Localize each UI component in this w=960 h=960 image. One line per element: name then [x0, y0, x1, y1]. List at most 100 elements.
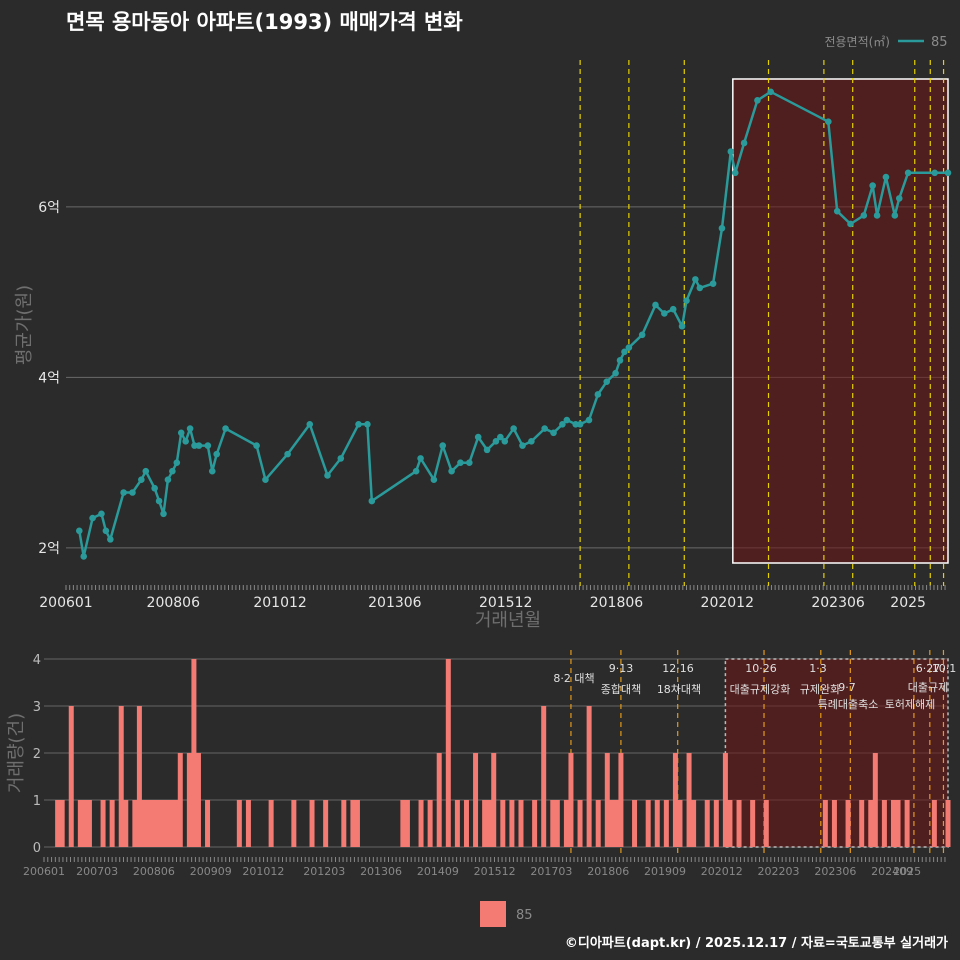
top-x-ticks: 200601 200806 201012 201306 201512 201806 2020…: [39, 585, 946, 611]
volume-bar: [486, 800, 492, 847]
legend-bar-series-name: 85: [516, 908, 533, 923]
price-point: [430, 476, 438, 484]
price-point: [860, 212, 868, 219]
volume-bar: [473, 753, 479, 847]
bottom-x-tick-label: 200601: [23, 865, 65, 878]
price-point: [559, 420, 566, 428]
price-point: [541, 425, 548, 432]
price-point: [204, 442, 212, 449]
price-point: [208, 467, 216, 475]
bottom-y-tick-label: 1: [33, 794, 41, 809]
bottom-x-ticks: 200601 200703 200806 200909 201012 201203 2013…: [23, 857, 946, 878]
bottom-x-tick-label: 201012: [242, 865, 284, 878]
price-point: [576, 420, 584, 428]
volume-bar: [291, 800, 297, 847]
price-point: [585, 416, 593, 424]
price-point: [891, 212, 899, 219]
volume-bar: [736, 800, 742, 847]
volume-bar: [168, 800, 174, 847]
volume-bar: [945, 800, 951, 847]
price-point: [638, 331, 646, 339]
policy-annotation: 9·7: [838, 681, 856, 694]
volume-bar: [341, 800, 347, 847]
volume-bar: [245, 800, 251, 847]
price-point: [253, 442, 260, 449]
bottom-x-tick-label: 201806: [587, 865, 629, 878]
volume-bar: [177, 753, 183, 847]
policy-annotation: 규제완화: [800, 683, 840, 696]
volume-bar: [586, 706, 592, 847]
price-point: [483, 446, 491, 454]
volume-bar: [704, 800, 710, 847]
price-point: [355, 420, 362, 428]
volume-bar: [713, 800, 719, 847]
volume-bar: [445, 659, 451, 847]
price-point: [497, 433, 504, 441]
top-x-tick-label: 201512: [479, 595, 532, 611]
policy-annotation: 종합대책: [601, 683, 641, 696]
price-point: [120, 489, 127, 496]
policy-annotation: 10·1: [932, 662, 957, 675]
bottom-x-tick-label: 202409: [871, 865, 913, 878]
volume-bar: [463, 800, 469, 847]
price-point: [612, 369, 619, 377]
bottom-x-tick-label: 200909: [190, 865, 232, 878]
price-point: [448, 467, 455, 475]
price-point: [669, 305, 677, 313]
volume-bar: [518, 800, 524, 847]
price-point: [882, 173, 890, 181]
policy-annotation: 6·27: [916, 662, 941, 675]
volume-bar: [123, 800, 129, 847]
volume-bar: [454, 800, 460, 847]
top-highlight-region: [732, 78, 949, 564]
policy-annotation: 8·2 대책: [553, 672, 594, 685]
bottom-x-tick-label: 2025: [893, 865, 921, 878]
legend-bar-swatch: [480, 901, 506, 927]
price-point: [904, 169, 912, 177]
volume-bar: [354, 800, 360, 847]
bottom-y-axis-title: 거래량(건): [6, 713, 27, 793]
policy-annotation: 특례대출축소: [818, 698, 879, 711]
volume-bar: [890, 800, 896, 847]
volume-bar: [100, 800, 106, 847]
volume-bar: [77, 800, 83, 847]
price-point: [439, 442, 447, 449]
volume-bar: [236, 800, 242, 847]
volume-bar: [895, 800, 901, 847]
price-point: [563, 416, 571, 424]
price-point: [683, 297, 690, 304]
top-y-tick-label: 2억: [38, 541, 60, 557]
price-point: [129, 489, 136, 496]
price-point: [80, 553, 88, 560]
price-point: [306, 420, 314, 428]
volume-bar: [822, 800, 828, 847]
price-point: [177, 429, 185, 437]
price-point: [510, 425, 517, 432]
bottom-y-tick-label: 0: [33, 841, 41, 856]
policy-annotation: 12·16: [662, 662, 694, 675]
bottom-y-tick-label: 4: [33, 653, 41, 668]
bottom-x-tick-label: 201512: [474, 865, 516, 878]
price-point: [368, 497, 376, 505]
volume-bar: [404, 800, 410, 847]
volume-bar: [654, 800, 660, 847]
top-y-tick-label: 6억: [38, 200, 60, 216]
bottom-x-tick-label: 201409: [417, 865, 459, 878]
volume-bar: [109, 800, 115, 847]
volume-bar: [309, 800, 315, 847]
price-point: [151, 484, 158, 492]
legend-area-label: 전용면적(㎡): [824, 35, 890, 49]
volume-bar: [595, 800, 601, 847]
top-x-tick-label: 200601: [39, 595, 92, 611]
price-point: [895, 195, 903, 202]
volume-bar: [150, 800, 156, 847]
price-point: [678, 322, 686, 330]
volume-bar: [872, 753, 878, 847]
price-point: [621, 348, 628, 356]
volume-bar: [118, 706, 124, 847]
legend-series-name: 85: [931, 35, 948, 50]
volume-bar: [491, 753, 497, 847]
price-point: [474, 433, 482, 441]
volume-bar: [86, 800, 92, 847]
